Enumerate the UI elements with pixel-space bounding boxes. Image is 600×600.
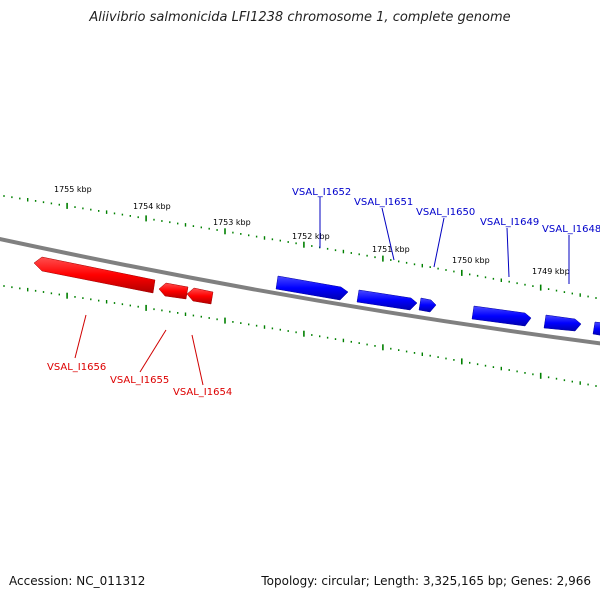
leader-line — [433, 217, 445, 268]
scale-ticks-lower — [3, 285, 597, 387]
gene-arrow-forward[interactable] — [543, 314, 582, 332]
genome-summary: Topology: circular; Length: 3,325,165 bp… — [261, 574, 591, 588]
gene-arrow-forward[interactable] — [275, 275, 349, 301]
leader-line — [139, 329, 167, 373]
gene-label[interactable]: VSAL_I1655 — [110, 375, 169, 386]
accession-label: Accession: NC_011312 — [9, 574, 146, 588]
reverse-genes — [33, 256, 214, 305]
gene-arrow-reverse[interactable] — [186, 287, 214, 305]
gene-arrow-reverse[interactable] — [33, 256, 156, 294]
scale-label: 1749 kbp — [532, 267, 570, 276]
reverse-gene-labels: VSAL_I1656 VSAL_I1655 VSAL_I1654 — [47, 362, 232, 398]
leader-line — [74, 314, 87, 359]
reverse-leaders — [74, 314, 204, 386]
gene-label[interactable]: VSAL_I1651 — [354, 197, 413, 208]
gene-label[interactable]: VSAL_I1648 — [542, 224, 600, 235]
gene-label[interactable]: VSAL_I1654 — [173, 387, 232, 398]
scale-label: 1751 kbp — [372, 245, 410, 254]
forward-gene-labels: VSAL_I1652 VSAL_I1651 VSAL_I1650 VSAL_I1… — [292, 187, 600, 235]
scale-label: 1754 kbp — [133, 202, 171, 211]
gene-label[interactable]: VSAL_I1649 — [480, 217, 539, 228]
gene-label[interactable]: VSAL_I1650 — [416, 207, 475, 218]
map-title: Aliivibrio salmonicida LFI1238 chromosom… — [89, 10, 511, 25]
genome-backbone — [0, 237, 600, 346]
leader-line — [381, 207, 395, 261]
scale-label: 1750 kbp — [452, 256, 490, 265]
forward-leaders — [319, 197, 570, 284]
gene-label[interactable]: VSAL_I1656 — [47, 362, 106, 373]
scale-label: 1752 kbp — [292, 232, 330, 241]
gene-arrow-forward[interactable] — [592, 321, 600, 336]
scale-label: 1755 kbp — [54, 185, 92, 194]
scale-labels: 1755 kbp 1754 kbp 1753 kbp 1752 kbp 1751… — [54, 185, 570, 276]
scale-label: 1753 kbp — [213, 218, 251, 227]
forward-genes — [275, 275, 600, 336]
gene-label[interactable]: VSAL_I1652 — [292, 187, 351, 198]
gene-arrow-forward[interactable] — [356, 289, 418, 311]
gene-arrow-reverse[interactable] — [158, 282, 189, 300]
gene-arrow-forward[interactable] — [418, 297, 437, 313]
leader-line — [191, 334, 204, 386]
gene-arrow-forward[interactable] — [471, 305, 532, 327]
scale-ticks-upper — [3, 195, 597, 299]
leader-line — [506, 227, 510, 278]
